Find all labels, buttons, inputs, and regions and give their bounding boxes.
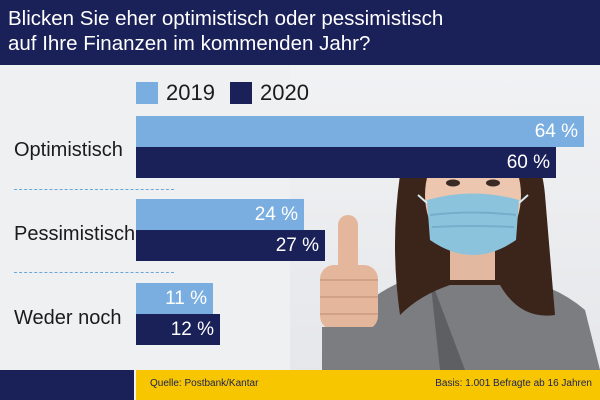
bar-value-label: 11 %: [165, 288, 207, 309]
bar-2020-optimistisch: [136, 147, 556, 178]
bar-2019-optimistisch: [136, 116, 584, 147]
bar-2020-weder-noch: [136, 314, 220, 345]
footer-accent-left: [0, 370, 134, 400]
legend-swatch-2019: [136, 82, 158, 104]
bar-2019-pessimistisch: [136, 199, 304, 230]
bar-value-label: 64 %: [534, 121, 578, 142]
bar-value-label: 12 %: [170, 319, 214, 340]
legend-label-2019: 2019: [166, 80, 215, 105]
footer-bar: Quelle: Postbank/Kantar Basis: 1.001 Bef…: [0, 370, 600, 400]
bar-value-label: 27 %: [275, 235, 319, 256]
chart-title: Blicken Sie eher optimistisch oder pessi…: [8, 7, 444, 55]
bar-value-label: 60 %: [506, 152, 550, 173]
category-label-optimistisch: Optimistisch: [14, 139, 123, 161]
source-note: Quelle: Postbank/Kantar: [150, 378, 259, 389]
bar-2020-pessimistisch: [136, 230, 325, 261]
footer-accent-right: [136, 370, 600, 400]
category-divider: [14, 272, 174, 273]
category-label-weder-noch: Weder noch: [14, 307, 122, 329]
bar-value-label: 24 %: [254, 204, 298, 225]
category-label-pessimistisch: Pessimistisch: [14, 223, 136, 245]
legend-label-2020: 2020: [260, 80, 309, 105]
category-divider: [14, 189, 174, 190]
basis-note: Basis: 1.001 Befragte ab 16 Jahren: [435, 378, 592, 389]
chart-legend: 2019 2020: [0, 0, 600, 105]
bar-2019-weder-noch: [136, 283, 213, 314]
header-banner: Blicken Sie eher optimistisch oder pessi…: [0, 0, 600, 65]
legend-swatch-2020: [230, 82, 252, 104]
